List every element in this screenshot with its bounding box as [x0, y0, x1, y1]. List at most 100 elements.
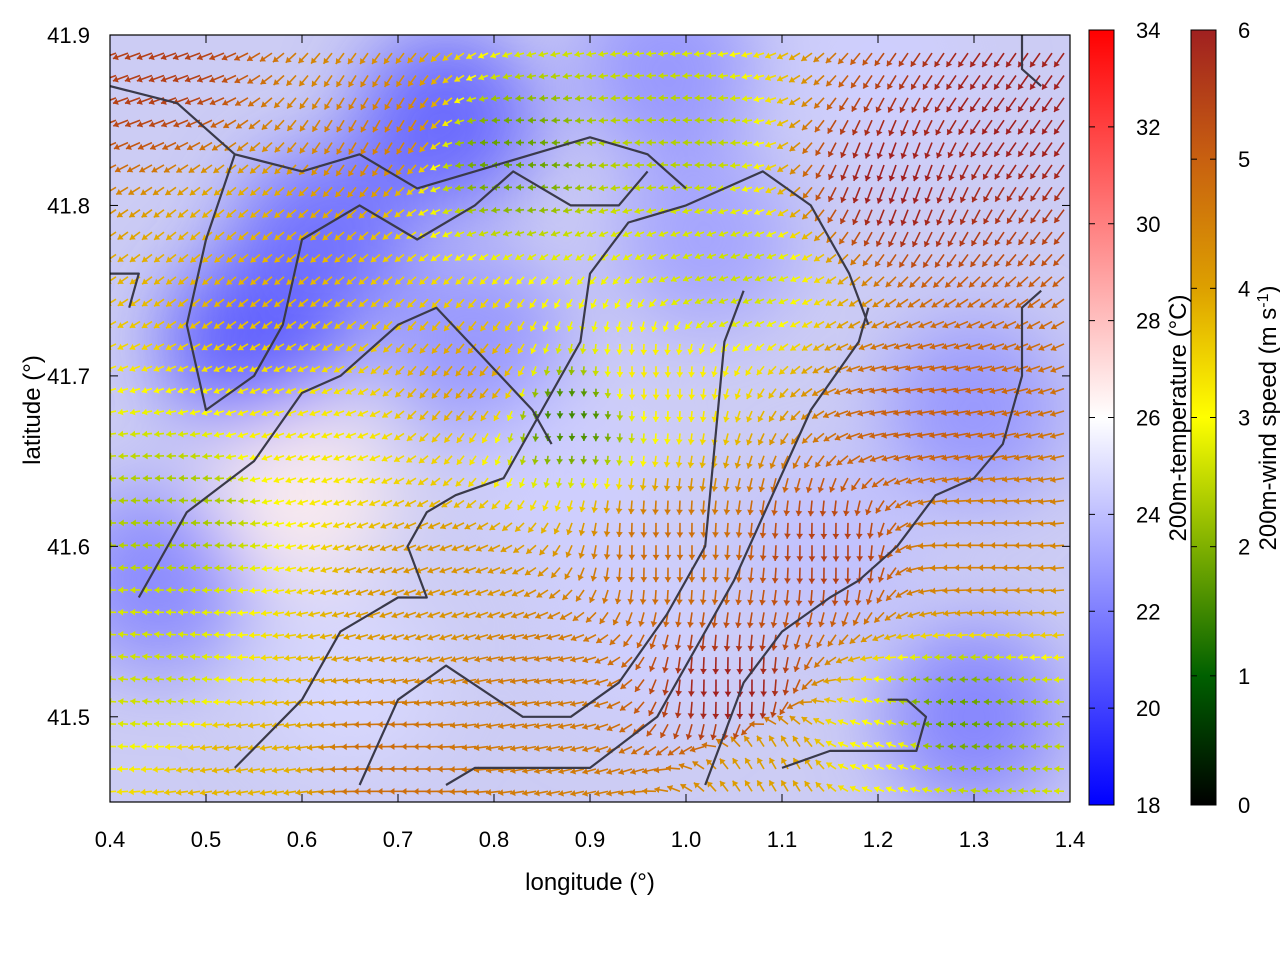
colorbar-tick-label: 26: [1136, 406, 1160, 431]
terrain-contour: [704, 289, 1042, 786]
wind-arrow: [753, 95, 765, 103]
wind-arrow: [706, 252, 717, 260]
wind-arrow: [561, 589, 573, 601]
wind-arrow: [930, 610, 945, 618]
wind-arrow: [1038, 542, 1053, 550]
wind-arrow: [958, 119, 969, 135]
wind-arrow: [652, 411, 660, 422]
wind-arrow: [898, 675, 909, 683]
wind-arrow: [481, 433, 489, 444]
wind-arrow: [285, 499, 297, 506]
wind-arrow: [978, 586, 993, 594]
wind-arrow: [283, 766, 297, 774]
wind-arrow: [419, 119, 429, 132]
wind-arrow: [607, 656, 621, 666]
wind-arrow: [556, 411, 564, 419]
wind-arrow: [285, 343, 297, 351]
wind-arrow: [249, 186, 261, 197]
wind-arrow: [174, 141, 189, 151]
wind-arrow: [1053, 164, 1065, 180]
wind-arrow: [1050, 454, 1065, 462]
wind-arrow: [271, 789, 285, 796]
wind-arrow: [753, 51, 765, 59]
wind-arrow: [610, 72, 621, 80]
wind-arrow: [237, 343, 249, 351]
wind-arrow: [118, 631, 129, 638]
wind-arrow: [178, 675, 189, 683]
wind-arrow: [538, 544, 549, 556]
wind-arrow: [377, 721, 393, 728]
colorbar-tick-label: 0: [1238, 793, 1250, 818]
wind-arrow: [199, 744, 213, 751]
wind-arrow: [724, 657, 732, 675]
colorbar-tick-label: 30: [1136, 212, 1160, 237]
wind-arrow: [981, 75, 993, 91]
wind-arrow: [249, 409, 261, 417]
wind-arrow: [117, 743, 129, 750]
wind-arrow: [588, 276, 597, 286]
wind-arrow: [345, 387, 357, 395]
wind-arrow: [923, 676, 933, 683]
wind-arrow: [1038, 564, 1053, 572]
wind-arrow: [177, 186, 189, 196]
wind-arrow: [966, 609, 981, 617]
wind-arrow: [912, 164, 921, 182]
wind-arrow: [609, 634, 621, 646]
wind-arrow: [407, 298, 417, 309]
wind-arrow: [357, 454, 369, 462]
wind-arrow: [953, 409, 969, 417]
wind-arrow: [551, 117, 561, 124]
wind-arrow: [849, 719, 861, 726]
wind-arrow: [564, 276, 573, 286]
wind-arrow: [250, 231, 261, 241]
wind-arrow: [718, 161, 729, 169]
wind-arrow: [994, 653, 1005, 661]
wind-arrow: [746, 388, 753, 400]
wind-arrow: [1050, 343, 1065, 351]
wind-arrow: [563, 161, 573, 169]
wind-arrow: [580, 433, 588, 442]
wind-arrow: [437, 788, 453, 795]
wind-arrow: [827, 119, 837, 134]
wind-arrow: [455, 365, 465, 377]
colorbar-tick-label: 4: [1238, 276, 1250, 301]
wind-arrow: [487, 544, 501, 552]
wind-arrow: [994, 209, 1005, 225]
wind-arrow: [610, 117, 621, 124]
wind-arrow: [978, 497, 993, 505]
wind-arrow: [221, 74, 237, 83]
wind-arrow: [1041, 52, 1053, 68]
wind-arrow: [1053, 186, 1065, 202]
wind-arrow: [539, 253, 549, 261]
wind-arrow: [393, 477, 405, 485]
wind-arrow: [792, 780, 801, 792]
wind-arrow: [995, 765, 1005, 773]
temperature-colorbar-label: 200m-temperature (°C): [1165, 294, 1192, 541]
wind-arrow: [990, 564, 1005, 572]
wind-arrow: [811, 410, 825, 420]
wind-arrow: [995, 720, 1005, 728]
wind-arrow: [566, 522, 573, 536]
wind-arrow: [616, 522, 623, 538]
wind-arrow: [640, 388, 648, 400]
wind-arrow: [333, 343, 345, 352]
wind-arrow: [846, 365, 861, 373]
wind-arrow: [152, 788, 165, 796]
wind-arrow: [662, 321, 670, 332]
wind-arrow: [735, 522, 743, 538]
wind-arrow: [543, 366, 551, 376]
wind-arrow: [514, 72, 525, 80]
wind-arrow: [226, 519, 237, 527]
wind-arrow: [491, 116, 501, 124]
wind-arrow: [627, 321, 635, 333]
wind-arrow: [966, 541, 981, 549]
wind-arrow: [379, 544, 393, 552]
wind-arrow: [201, 609, 213, 616]
wind-arrow: [225, 586, 237, 594]
wind-arrow: [771, 657, 779, 674]
wind-arrow: [382, 253, 393, 263]
wind-arrow: [706, 139, 717, 147]
wind-arrow: [466, 96, 477, 103]
wind-arrow: [648, 679, 657, 695]
wind-arrow: [334, 298, 345, 308]
